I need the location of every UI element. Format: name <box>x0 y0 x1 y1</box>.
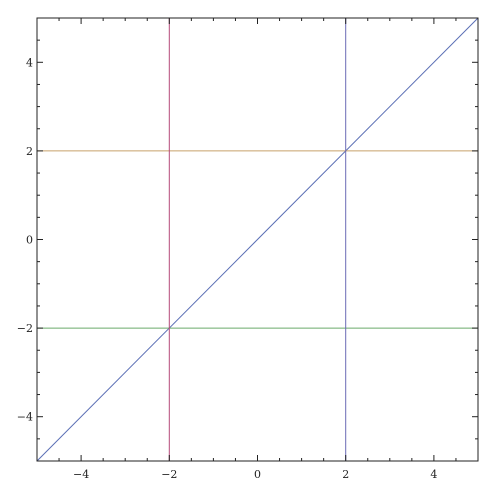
x-tick-label: 2 <box>342 468 349 481</box>
x-tick-label: −2 <box>161 468 177 481</box>
y-axis: −4 −2 0 2 4 <box>17 17 478 462</box>
series-layer <box>36 17 479 462</box>
y-tick-label: 2 <box>26 145 33 158</box>
y-tick-label: −2 <box>17 322 33 335</box>
y-tick-label: 4 <box>26 56 33 69</box>
y-tick-label: −4 <box>17 411 33 424</box>
x-tick-label: −4 <box>73 468 89 481</box>
series-line-0 <box>36 17 479 462</box>
x-tick-label: 0 <box>254 468 261 481</box>
x-tick-label: 4 <box>430 468 437 481</box>
x-axis: −4 −2 0 2 4 <box>36 18 479 481</box>
y-tick-label: 0 <box>26 234 33 247</box>
